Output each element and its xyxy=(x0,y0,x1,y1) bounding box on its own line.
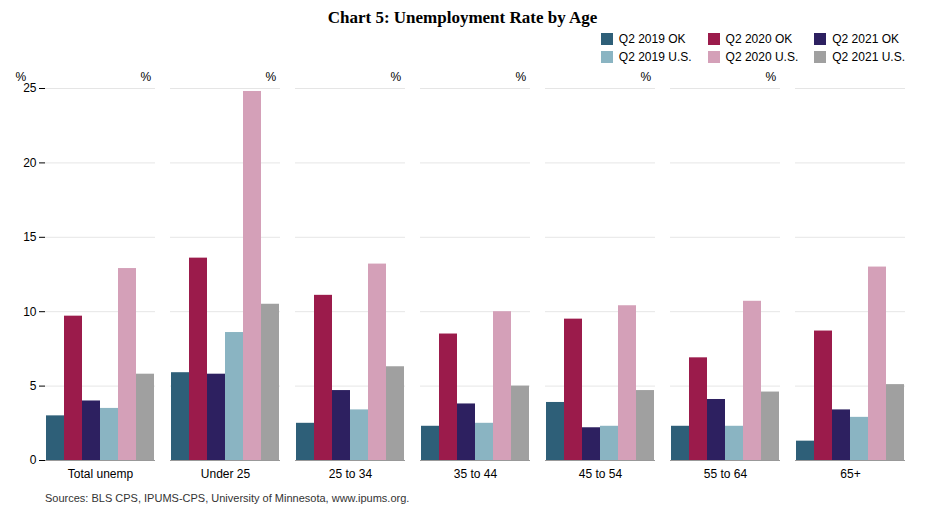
html-text:Q2 2021 U.S.: Q2 2021 U.S. xyxy=(832,50,905,64)
svg-text:%: % xyxy=(16,70,27,84)
svg-text:%: % xyxy=(516,70,527,84)
svg-text:0: 0 xyxy=(30,453,37,467)
html-text:Q2 2020 OK: Q2 2020 OK xyxy=(725,32,793,46)
svg-text:10: 10 xyxy=(23,305,37,319)
svg-text:%: % xyxy=(141,70,152,84)
svg-text:65+: 65+ xyxy=(840,467,860,481)
svg-text:%: % xyxy=(391,70,402,84)
svg-text:Total unemp: Total unemp xyxy=(68,467,134,481)
html-text:Q2 2019 U.S.: Q2 2019 U.S. xyxy=(618,50,692,64)
html-text:Q2 2020 U.S.: Q2 2020 U.S. xyxy=(725,50,799,64)
html-text:Q2 2021 OK: Q2 2021 OK xyxy=(832,32,899,46)
html-text:Q2 2019 OK: Q2 2019 OK xyxy=(618,32,686,46)
svg-text:25 to 34: 25 to 34 xyxy=(329,467,373,481)
svg-text:5: 5 xyxy=(30,379,37,393)
svg-text:35 to 44: 35 to 44 xyxy=(454,467,498,481)
svg-text:25: 25 xyxy=(23,81,37,96)
svg-text:55 to 64: 55 to 64 xyxy=(704,467,748,481)
html-text:Chart 5: Unemployment Rate by: Chart 5: Unemployment Rate by Age xyxy=(327,8,598,27)
svg-text:%: % xyxy=(641,70,652,84)
svg-text:%: % xyxy=(266,70,277,84)
svg-text:20: 20 xyxy=(23,156,37,170)
svg-text:Under 25: Under 25 xyxy=(201,467,251,481)
svg-text:15: 15 xyxy=(23,230,37,244)
svg-text:%: % xyxy=(766,70,777,84)
html-text:Sources: BLS CPS, IPUMS-CPS, U: Sources: BLS CPS, IPUMS-CPS, University … xyxy=(45,492,410,504)
svg-text:45 to 54: 45 to 54 xyxy=(579,467,623,481)
